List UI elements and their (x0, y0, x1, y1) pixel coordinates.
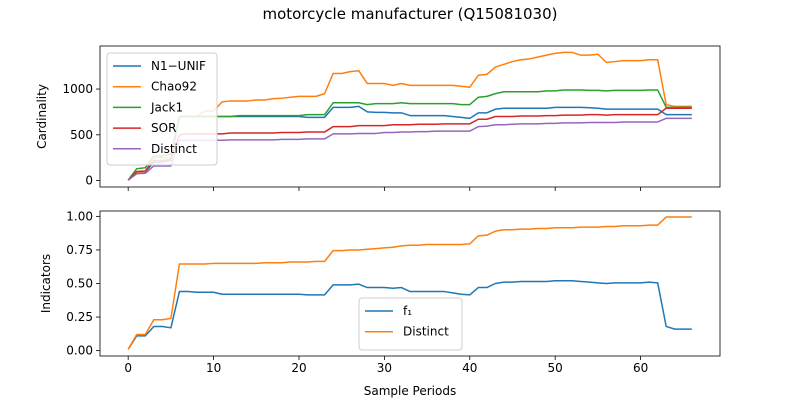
y-tick-label: 0.75 (66, 243, 93, 257)
x-tick-label: 10 (206, 361, 221, 375)
legend-label: SOR (151, 121, 176, 135)
y-tick-label: 1.00 (66, 209, 93, 223)
y-tick-label: 0.00 (66, 344, 93, 358)
series-line-cardinality-4 (127, 117, 692, 181)
legend: N1−UNIF Chao92 Jack1 SOR Distinct (106, 52, 218, 166)
x-axis-label: Sample Periods (364, 384, 456, 398)
y-tick-label: 1000 (62, 82, 93, 96)
indicators-axes: 0 10 20 30 40 50 60 0.00 0.25 0.50 0.75 1.00 Indicat… (39, 209, 721, 398)
x-tick-label: 60 (633, 361, 648, 375)
y-tick-label: 0.25 (66, 310, 93, 324)
x-tick-label: 40 (462, 361, 477, 375)
y-tick-label: 0.50 (66, 277, 93, 291)
legend-label: Jack1 (150, 100, 183, 114)
figure-title: motorcycle manufacturer (Q15081030) (262, 5, 557, 23)
x-tick-label: 50 (548, 361, 563, 375)
legend-box (106, 52, 218, 166)
y-axis-label: Cardinality (35, 84, 49, 149)
legend-label: N1−UNIF (151, 59, 206, 73)
y-tick-label: 500 (70, 128, 93, 142)
y-axis-label: Indicators (39, 254, 53, 313)
cardinality-axes: 0 500 1000 Cardinality N1−UNIF Chao92 Jack1 SOR… (35, 45, 721, 191)
legend-label: Chao92 (151, 80, 197, 94)
legend-label: Distinct (151, 142, 197, 156)
x-tick-label: 0 (124, 361, 132, 375)
plot-frame (99, 45, 721, 188)
x-tick-label: 30 (377, 361, 392, 375)
legend-label: f₁ (403, 304, 412, 318)
legend-label: Distinct (403, 325, 449, 339)
series-line-cardinality-2 (127, 89, 692, 181)
series-line-indicators-0 (127, 280, 692, 350)
legend: f₁ Distinct (358, 297, 463, 351)
series-line-indicators-1 (127, 216, 692, 350)
series-line-cardinality-3 (127, 107, 692, 181)
y-tick-label: 0 (85, 174, 93, 188)
series-line-cardinality-1 (127, 51, 692, 181)
x-tick-label: 20 (291, 361, 306, 375)
